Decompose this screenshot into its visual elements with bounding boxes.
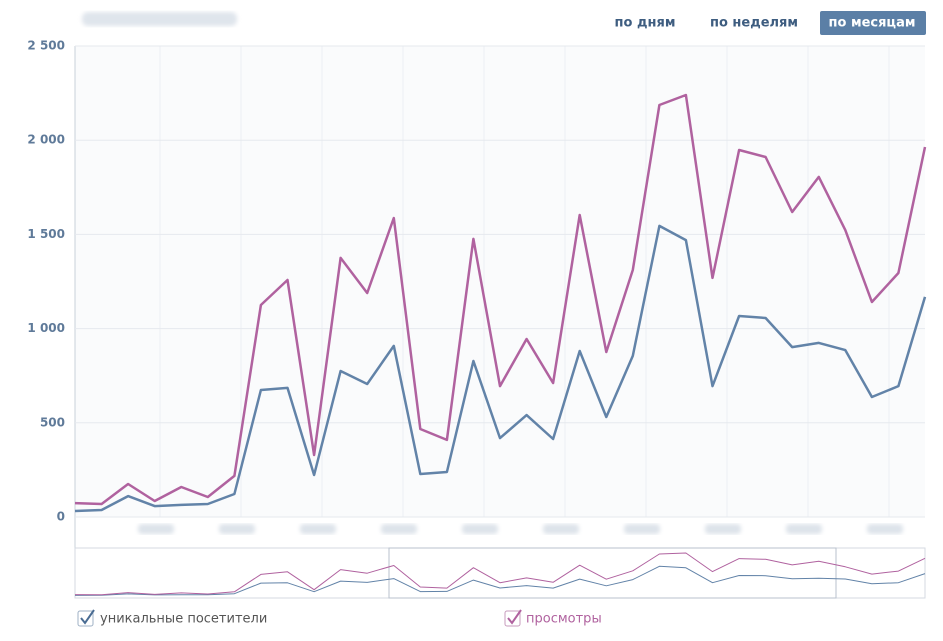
series-line	[74, 93, 927, 506]
navigator-window[interactable]	[388, 547, 837, 599]
checkbox[interactable]	[77, 610, 94, 627]
blurred-x-label	[543, 524, 579, 534]
blurred-x-label	[300, 524, 336, 534]
blurred-x-label	[462, 524, 498, 534]
checkmark	[507, 609, 522, 625]
blurred-x-label	[381, 524, 417, 534]
checkbox[interactable]	[504, 610, 521, 627]
blurred-x-label	[786, 524, 822, 534]
blurred-x-label	[867, 524, 903, 534]
blurred-x-label	[705, 524, 741, 534]
y-tick-label: 2 000	[27, 133, 65, 147]
legend-label[interactable]: просмотры	[526, 612, 602, 627]
y-tick-label: 1 000	[27, 321, 65, 335]
checkmark	[80, 609, 95, 625]
period-button[interactable]: по неделям	[710, 16, 798, 31]
y-tick-label: 500	[40, 415, 65, 429]
y-tick-label: 0	[57, 510, 65, 524]
series-line	[74, 224, 927, 513]
button-bg	[820, 11, 926, 35]
navigator-line	[74, 552, 926, 596]
blurred-x-label	[219, 524, 255, 534]
y-tick-label: 1 500	[27, 227, 65, 241]
y-tick-label: 2 500	[27, 39, 65, 53]
period-button[interactable]: по дням	[615, 16, 676, 31]
period-buttons: по дням по неделям по месяцам	[615, 11, 926, 35]
blurred-x-label	[138, 524, 174, 534]
period-button[interactable]: по месяцам	[829, 16, 916, 31]
blurred-x-label	[624, 524, 660, 534]
plot-background	[75, 46, 925, 517]
blurred-date-range	[82, 12, 237, 26]
legend-label[interactable]: уникальные посетители	[100, 612, 267, 627]
navigator-line	[74, 565, 926, 596]
